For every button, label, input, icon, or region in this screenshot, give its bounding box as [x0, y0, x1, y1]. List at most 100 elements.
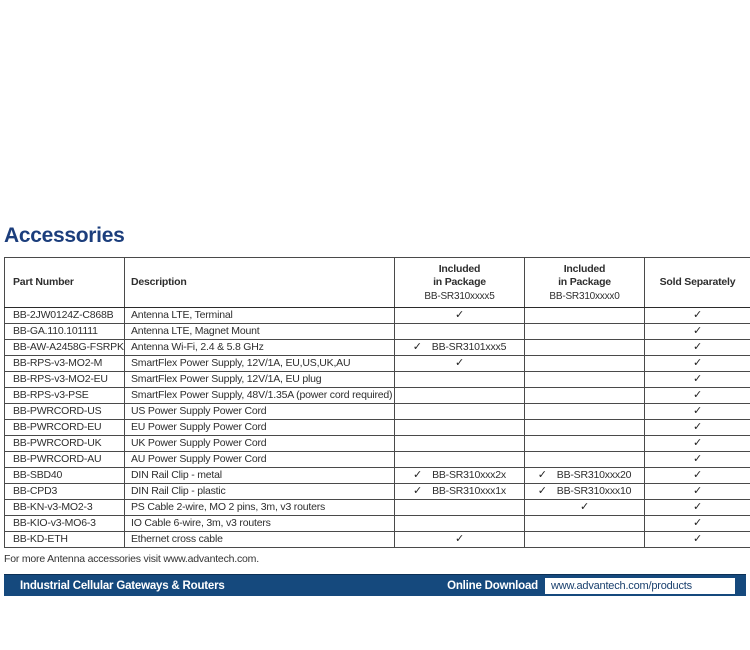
cell-content: ✓	[692, 533, 703, 547]
sold-separately-cell: ✓	[644, 355, 750, 372]
part-number-cell: BB-CPD3	[4, 483, 125, 500]
check-icon: ✓	[692, 533, 703, 545]
cell-content: ✓	[692, 373, 703, 387]
column-header-sublabel: BB-SR310xxxx5	[424, 291, 495, 302]
description-cell: AU Power Supply Power Cord	[124, 451, 395, 468]
check-icon: ✓	[692, 469, 703, 481]
table-body: BB-2JW0124Z-C868B Antenna LTE, Terminal ✓ ✓…	[4, 307, 750, 548]
description-cell: IO Cable 6-wire, 3m, v3 routers	[124, 515, 395, 532]
sold-separately-cell: ✓	[644, 339, 750, 356]
part-number-cell: BB-RPS-v3-PSE	[4, 387, 125, 404]
table-row: BB-GA.110.101111 Antenna LTE, Magnet Moun…	[4, 323, 750, 340]
included-pkg0-cell	[524, 435, 645, 452]
part-number-cell: BB-PWRCORD-UK	[4, 435, 125, 452]
datasheet-page: Accessories Part Number Description Incl…	[4, 224, 750, 596]
check-icon: ✓	[454, 533, 465, 545]
column-header-label: Included in Package	[558, 263, 611, 288]
check-icon: ✓	[692, 485, 703, 497]
included-pkg5-cell	[394, 323, 525, 340]
included-pkg0-cell: ✓ BB-SR310xxx20	[524, 467, 645, 484]
check-icon: ✓	[692, 373, 703, 385]
description-cell: DIN Rail Clip - plastic	[124, 483, 395, 500]
check-icon: ✓	[692, 437, 703, 449]
sold-separately-cell: ✓	[644, 515, 750, 532]
included-pkg0-cell	[524, 323, 645, 340]
cell-content: ✓	[693, 501, 702, 515]
cell-content: ✓	[692, 325, 703, 339]
included-pkg5-cell	[394, 435, 525, 452]
included-pkg0-cell	[524, 387, 645, 404]
sold-separately-cell: ✓	[644, 483, 750, 500]
table-row: BB-RPS-v3-PSE SmartFlex Power Supply, 48V…	[4, 387, 750, 404]
part-number-cell: BB-KIO-v3-MO6-3	[4, 515, 125, 532]
online-download-label: Online Download	[447, 579, 538, 592]
cell-content: ✓	[455, 357, 464, 371]
cell-content: ✓	[692, 469, 703, 483]
check-icon: ✓	[692, 325, 703, 337]
check-icon: ✓	[537, 469, 547, 481]
description-cell: Ethernet cross cable	[124, 531, 395, 548]
part-number-cell: BB-KD-ETH	[4, 531, 125, 548]
included-pkg0-cell: ✓ BB-SR310xxx10	[524, 483, 645, 500]
included-pkg5-cell: ✓ BB-SR3101xxx5	[394, 339, 525, 356]
package-code-label: BB-SR3101xxx5	[431, 341, 507, 353]
part-number-cell: BB-SBD40	[4, 467, 125, 484]
description-cell: SmartFlex Power Supply, 12V/1A, EU plug	[124, 371, 395, 388]
sold-separately-cell: ✓	[644, 387, 750, 404]
cell-content: ✓ BB-SR310xxx20	[537, 469, 632, 483]
included-pkg5-cell	[394, 371, 525, 388]
package-code-label: BB-SR310xxx10	[556, 485, 632, 497]
cell-content: ✓ BB-SR310xxx10	[538, 485, 632, 499]
included-pkg5-cell	[394, 499, 525, 516]
download-url-link[interactable]: www.advantech.com/products	[545, 577, 735, 594]
description-cell: UK Power Supply Power Cord	[124, 435, 395, 452]
part-number-cell: BB-KN-v3-MO2-3	[4, 499, 125, 516]
included-pkg0-cell	[524, 403, 645, 420]
description-cell: DIN Rail Clip - metal	[124, 467, 395, 484]
column-header-label: Included in Package	[433, 263, 486, 288]
included-pkg5-cell	[394, 403, 525, 420]
sold-separately-cell: ✓	[644, 531, 750, 548]
included-pkg5-cell: ✓ BB-SR310xxx2x	[394, 467, 525, 484]
included-pkg5-cell: ✓	[394, 531, 525, 548]
check-icon: ✓	[692, 309, 703, 321]
product-line-label: Industrial Cellular Gateways & Routers	[20, 579, 225, 592]
included-pkg0-cell	[524, 339, 645, 356]
column-header-label: Part Number	[13, 276, 74, 288]
cell-content: ✓	[579, 501, 590, 515]
cell-content: ✓ BB-SR310xxx2x	[413, 469, 506, 483]
sold-separately-cell: ✓	[644, 323, 750, 340]
check-icon: ✓	[692, 357, 703, 369]
part-number-cell: BB-RPS-v3-MO2-EU	[4, 371, 125, 388]
check-icon: ✓	[692, 517, 703, 529]
check-icon: ✓	[413, 469, 423, 481]
check-icon: ✓	[692, 453, 703, 465]
accessories-table: Part Number Description Included in Pack…	[4, 257, 750, 548]
included-pkg0-cell	[524, 371, 645, 388]
sold-separately-cell: ✓	[644, 307, 750, 324]
description-cell: SmartFlex Power Supply, 48V/1.35A (power…	[124, 387, 395, 404]
part-number-cell: BB-AW-A2458G-FSRPK	[4, 339, 125, 356]
check-icon: ✓	[692, 341, 703, 353]
part-number-cell: BB-GA.110.101111	[4, 323, 125, 340]
included-pkg0-cell: ✓	[524, 499, 645, 516]
cell-content: ✓	[692, 453, 703, 467]
included-pkg0-cell	[524, 419, 645, 436]
column-header-sublabel: BB-SR310xxxx0	[549, 291, 620, 302]
cell-content: ✓	[692, 485, 703, 499]
check-icon: ✓	[579, 501, 590, 513]
table-row: BB-KD-ETH Ethernet cross cable ✓ ✓	[4, 531, 750, 548]
column-header-included-pkg5: Included in Package BB-SR310xxxx5	[394, 257, 525, 308]
table-row: BB-SBD40 DIN Rail Clip - metal ✓ BB-SR310xx…	[4, 467, 750, 484]
package-code-label: BB-SR310xxx20	[556, 469, 632, 481]
cell-content: ✓ BB-SR3101xxx5	[413, 341, 507, 355]
column-header-label: Description	[131, 276, 187, 288]
description-cell: US Power Supply Power Cord	[124, 403, 395, 420]
included-pkg0-cell	[524, 307, 645, 324]
cell-content: ✓	[692, 517, 703, 531]
cell-content: ✓ BB-SR310xxx1x	[413, 485, 506, 499]
column-header-description: Description	[124, 257, 395, 308]
included-pkg5-cell	[394, 451, 525, 468]
included-pkg5-cell	[394, 515, 525, 532]
check-icon: ✓	[692, 421, 703, 433]
